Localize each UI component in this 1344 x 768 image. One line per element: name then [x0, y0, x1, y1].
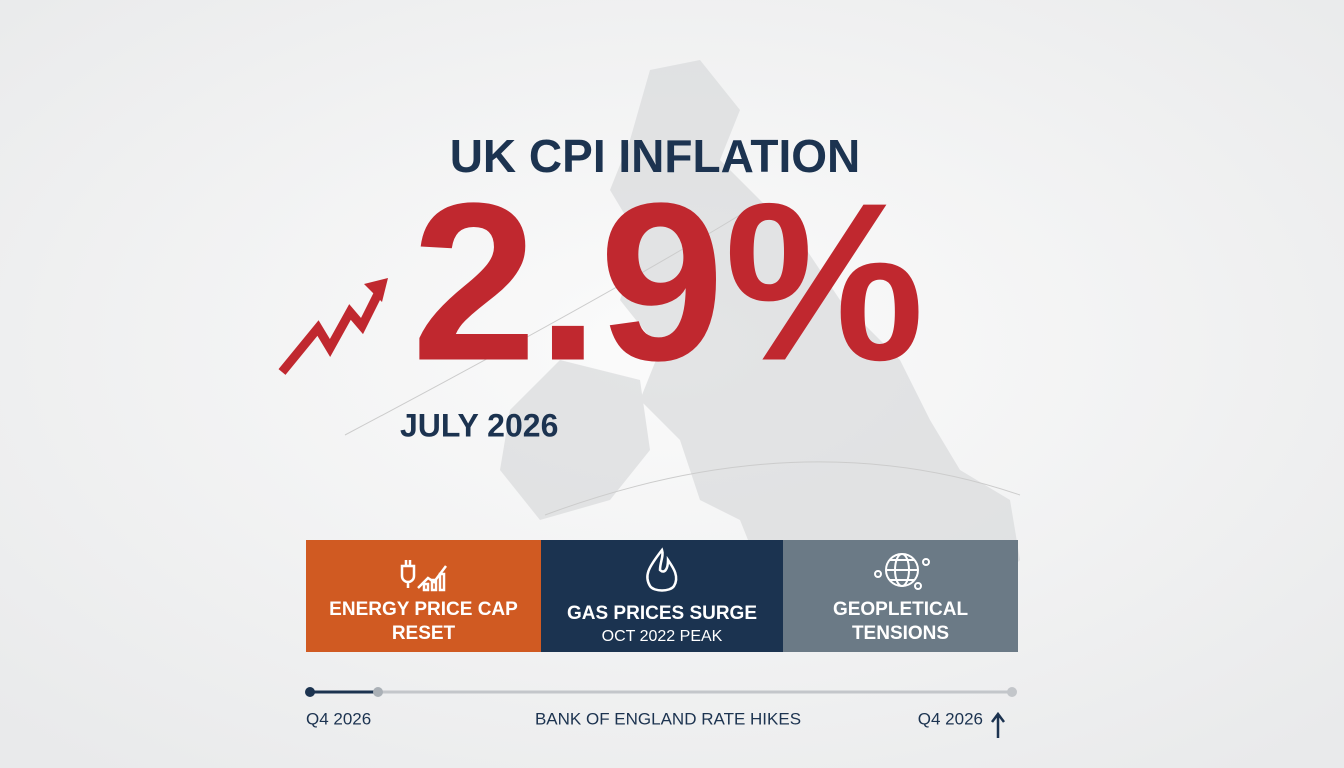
globe-icon [874, 553, 930, 590]
card-sublabel: OCT 2022 PEAK [602, 628, 723, 645]
card-label-box: ENERGY PRICE CAP RESET [329, 599, 518, 644]
flame-icon [646, 547, 678, 592]
timeline-dot [1007, 687, 1017, 697]
date: JULY 2026 [400, 407, 558, 443]
card-label: ENERGY PRICE CAP RESET [329, 599, 518, 644]
network-lines [344, 214, 1021, 516]
timeline-end: Q4 2026 [918, 709, 983, 728]
headline-value: 2.9% [412, 155, 925, 407]
trend-arrow [278, 287, 385, 375]
timeline-start: Q4 2026 [306, 709, 371, 728]
card-label-box: GEOPLETICAL TENSIONS [832, 599, 969, 644]
card [306, 540, 541, 652]
trend-arrowhead [364, 278, 388, 302]
timeline-middle: BANK OF ENGLAND RATE HIKES [535, 709, 801, 728]
card-label: GAS PRICES SURGE [567, 603, 757, 624]
timeline-dot [373, 687, 383, 697]
up-arrow [991, 711, 1005, 738]
timeline-dot [305, 687, 315, 697]
card-label: GEOPLETICAL TENSIONS [832, 599, 969, 644]
title: UK CPI INFLATION [450, 130, 861, 182]
card [783, 540, 1018, 652]
energy-icon [400, 560, 447, 592]
map-silhouette [500, 60, 1020, 650]
